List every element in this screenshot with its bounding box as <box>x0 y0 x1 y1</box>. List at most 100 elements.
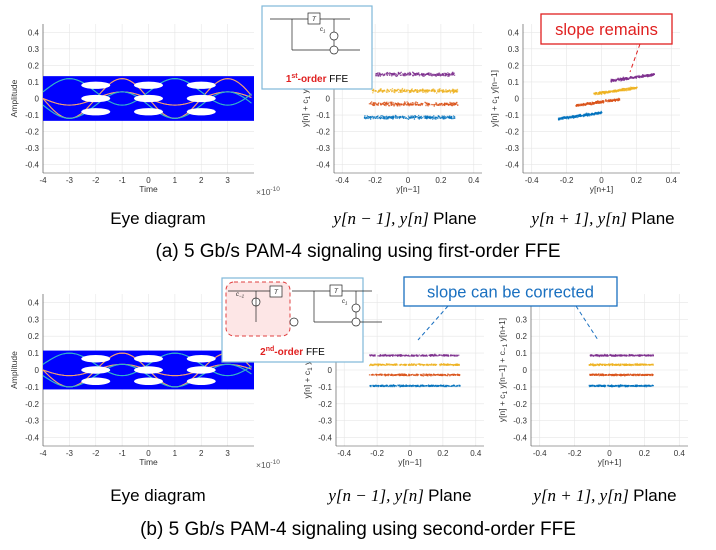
adder-node <box>351 317 361 327</box>
scatter-point-yellow <box>602 92 604 94</box>
scatter-point-blue <box>619 386 621 388</box>
scatter-point-orange <box>371 374 373 376</box>
y-tick-label: -0.3 <box>318 417 332 426</box>
scatter-point-orange <box>593 374 595 376</box>
scatter-point-blue <box>564 117 567 119</box>
scatter-point-orange <box>383 101 386 103</box>
scatter-point-blue <box>370 116 372 118</box>
scatter-point-blue <box>380 117 382 119</box>
scatter-point-yellow <box>408 91 410 94</box>
scatter-point-blue <box>593 385 595 387</box>
scatter-point-orange <box>435 102 437 104</box>
scatter-point-purple <box>376 73 378 75</box>
eye-opening <box>186 377 216 385</box>
scatter-point-yellow <box>400 363 402 365</box>
scatter-point-yellow <box>421 88 423 91</box>
scatter-point-purple <box>394 354 396 356</box>
scatter-point-orange <box>373 374 375 376</box>
scatter-point-purple <box>448 73 450 76</box>
scatter-point-purple <box>650 73 653 75</box>
scatter-point-yellow <box>418 90 420 92</box>
scatter-point-orange <box>423 374 425 376</box>
x-tick-label: -2 <box>92 449 100 458</box>
scatter-point-orange <box>380 104 382 106</box>
scatter-point-yellow <box>422 89 424 91</box>
scatter-point-purple <box>384 73 386 75</box>
scatter-point-orange <box>639 373 641 375</box>
scatter-point-blue <box>566 116 568 118</box>
ylabel-sub: 1 <box>502 390 509 394</box>
scatter-point-purple <box>426 354 428 357</box>
scatter-point-purple <box>413 74 415 76</box>
scatter-point-yellow <box>623 363 626 365</box>
scatter-point-purple <box>432 73 434 75</box>
scatter-point-purple <box>638 355 640 357</box>
scatter-point-orange <box>427 105 429 107</box>
scatter-point-purple <box>409 355 411 357</box>
x-tick-label: -1 <box>119 449 127 458</box>
scatter-point-purple <box>391 75 393 77</box>
scatter-point-blue <box>402 117 405 119</box>
scatter-point-purple <box>438 354 440 356</box>
scatter-point-orange <box>450 104 452 106</box>
scatter-point-yellow <box>639 364 641 366</box>
scatter-point-purple <box>416 73 419 76</box>
scatter-point-blue <box>389 115 391 118</box>
scatter-point-blue <box>459 385 461 387</box>
scatter-point-purple <box>409 72 411 74</box>
scatter-point-orange <box>620 374 623 376</box>
scatter-point-yellow <box>434 363 436 365</box>
scatter-point-purple <box>433 73 435 76</box>
scatter-point-orange <box>397 103 399 106</box>
scatter-point-orange <box>595 102 597 104</box>
scatter-point-purple <box>409 74 411 76</box>
x-tick-label: -0.2 <box>560 176 574 185</box>
scatter-point-purple <box>385 354 387 356</box>
scatter-point-blue <box>558 118 560 120</box>
scatter-point-purple <box>402 74 404 76</box>
plane-caption-a1: y[n − 1], y[n] Plane <box>331 209 476 228</box>
scatter-point-blue <box>430 117 432 120</box>
scatter-point-purple <box>442 354 444 356</box>
scatter-point-orange <box>406 375 408 377</box>
scatter-point-orange <box>602 374 604 376</box>
scatter-point-blue <box>398 385 401 387</box>
scatter-point-blue <box>571 115 574 117</box>
scatter-point-blue <box>438 115 440 117</box>
scatter-point-purple <box>413 73 415 75</box>
scatter-point-purple <box>423 75 425 77</box>
scatter-point-blue <box>385 118 387 120</box>
coef-label: c1 <box>342 299 348 306</box>
scatter-point-orange <box>631 374 634 376</box>
scatter-point-yellow <box>628 364 630 366</box>
scatter-point-yellow <box>392 90 394 92</box>
scatter-point-yellow <box>419 364 421 366</box>
scatter-point-purple <box>392 72 394 75</box>
eye-opening <box>133 355 164 363</box>
y-tick-label: -0.4 <box>316 161 330 170</box>
scatter-point-blue <box>395 385 398 387</box>
scatter-point-purple <box>395 354 397 356</box>
scatter-point-orange <box>639 374 641 376</box>
scatter-point-yellow <box>620 363 622 365</box>
scatter-point-orange <box>607 374 610 376</box>
scatter-point-yellow <box>415 364 417 367</box>
scatter-point-purple <box>445 354 447 356</box>
scatter-point-purple <box>456 354 458 357</box>
scatter-point-yellow <box>455 91 458 93</box>
scatter-point-yellow <box>373 90 375 92</box>
scatter-point-yellow <box>422 91 425 93</box>
scatter-point-yellow <box>625 88 628 90</box>
scatter-point-purple <box>375 75 377 77</box>
scatter-point-purple <box>443 354 445 356</box>
scatter-point-blue <box>458 385 460 387</box>
scatter-point-orange <box>383 104 386 106</box>
scatter-point-blue <box>387 117 389 119</box>
scatter-point-orange <box>370 103 372 105</box>
scatter-point-yellow <box>633 86 635 89</box>
scatter-point-yellow <box>619 364 621 366</box>
scatter-point-blue <box>408 116 411 118</box>
scatter-point-purple <box>635 354 638 357</box>
scatter-point-purple <box>640 354 643 356</box>
scatter-point-blue <box>388 116 390 118</box>
